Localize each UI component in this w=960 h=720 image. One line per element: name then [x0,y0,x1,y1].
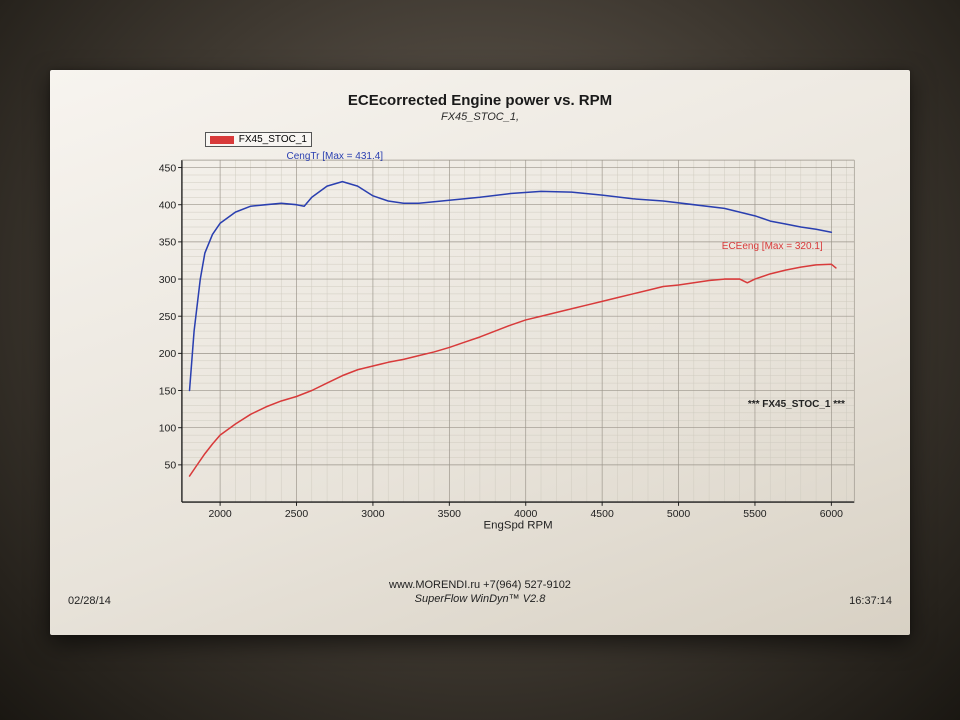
line-chart-svg: 50 100 150 200 250 300 350 400 450 2000 2500 3000 35… [140,145,860,540]
svg-text:150: 150 [159,386,177,397]
svg-text:2000: 2000 [208,509,231,520]
footer-software: SuperFlow WinDyn™ V2.8 [50,593,910,605]
footer-contact: www.MORENDI.ru +7(964) 527-9102 [50,579,910,591]
svg-text:400: 400 [159,201,177,212]
title-block: ECEcorrected Engine power vs. RPM FX45_S… [50,92,910,123]
svg-text:200: 200 [159,349,177,360]
svg-text:4500: 4500 [590,509,613,520]
svg-text:4000: 4000 [514,509,537,520]
series-label-power: ECEeng [Max = 320.1] [722,241,823,252]
side-note: *** FX45_STOC_1 *** [748,399,845,410]
svg-text:EngSpd RPM: EngSpd RPM [484,520,553,532]
svg-text:350: 350 [159,238,177,249]
footer-time: 16:37:14 [849,595,892,607]
photo-background: ECEcorrected Engine power vs. RPM FX45_S… [0,0,960,720]
svg-text:5000: 5000 [667,509,690,520]
svg-text:3000: 3000 [361,509,384,520]
svg-text:300: 300 [159,275,177,286]
svg-text:450: 450 [159,163,177,174]
legend-label: FX45_STOC_1 [239,134,307,145]
svg-text:250: 250 [159,312,177,323]
svg-text:50: 50 [165,461,177,472]
chart-title: ECEcorrected Engine power vs. RPM [50,92,910,109]
svg-text:5500: 5500 [743,509,766,520]
chart-subtitle: FX45_STOC_1, [50,111,910,123]
dyno-printout-sheet: ECEcorrected Engine power vs. RPM FX45_S… [50,70,910,635]
footer-date: 02/28/14 [68,595,111,607]
legend-swatch [210,136,234,144]
svg-text:3500: 3500 [438,509,461,520]
svg-text:100: 100 [159,424,177,435]
chart-area: 50 100 150 200 250 300 350 400 450 2000 2500 3000 35… [140,145,860,540]
svg-text:6000: 6000 [820,509,843,520]
footer-center: www.MORENDI.ru +7(964) 527-9102 SuperFlo… [50,579,910,605]
svg-text:2500: 2500 [285,509,308,520]
series-label-torque: CengTr [Max = 431.4] [286,151,383,162]
